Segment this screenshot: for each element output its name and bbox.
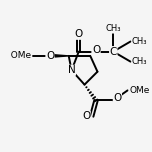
Text: O: O — [82, 111, 90, 121]
Text: OMe: OMe — [5, 51, 31, 60]
Text: O: O — [113, 93, 121, 103]
Text: O: O — [92, 45, 100, 55]
Text: OMe: OMe — [129, 86, 149, 95]
Text: N: N — [68, 65, 75, 75]
Text: O: O — [46, 51, 54, 61]
Text: CH₃: CH₃ — [132, 37, 147, 46]
Text: CH₃: CH₃ — [132, 57, 147, 66]
Text: CH₃: CH₃ — [105, 24, 121, 33]
Text: C: C — [110, 47, 117, 57]
Text: O: O — [75, 29, 83, 39]
Polygon shape — [50, 54, 69, 57]
